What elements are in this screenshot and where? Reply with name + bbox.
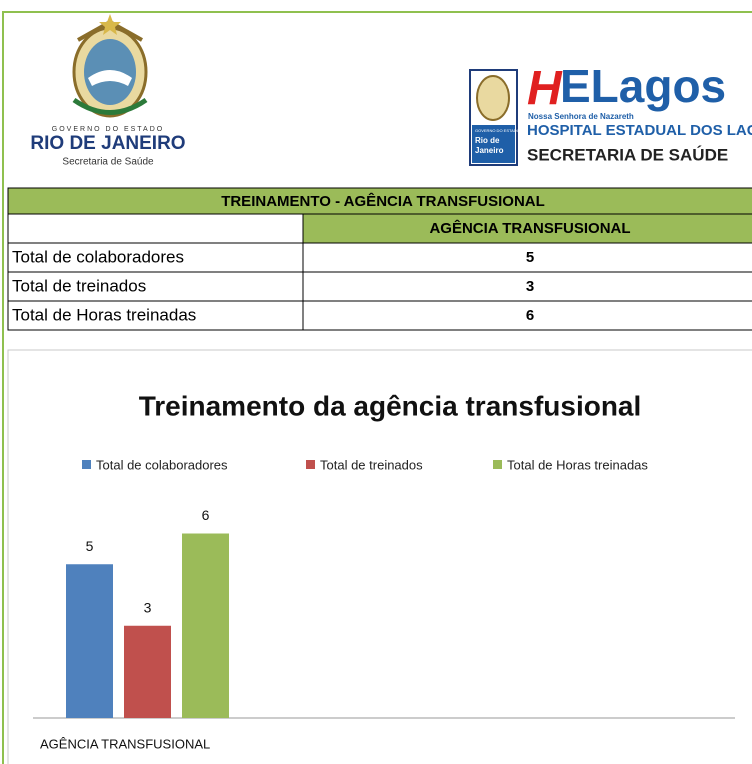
badge-text: Rio de: [475, 136, 500, 145]
row-label: Total de treinados: [12, 276, 146, 295]
state-emblem: [72, 14, 148, 118]
badge-text: GOVERNO DO ESTADO: [475, 128, 520, 133]
row-value: 5: [526, 249, 534, 266]
tagline: Nossa Senhora de Nazareth: [528, 112, 634, 121]
table: [7, 187, 752, 331]
legend-swatch: [82, 460, 91, 469]
badge-text: Janeiro: [475, 146, 504, 155]
row-value: 6: [526, 307, 534, 324]
hospital-name: HOSPITAL ESTADUAL DOS LAGOS: [527, 122, 752, 139]
hospital-logo: [469, 69, 518, 166]
bar: [182, 533, 229, 718]
column-header: AGÊNCIA TRANSFUSIONAL: [429, 219, 630, 237]
page-frame: [2, 11, 752, 764]
legend-label: Total de treinados: [320, 457, 423, 472]
legend-label: Total de colaboradores: [96, 457, 228, 472]
data-label: 6: [202, 507, 210, 523]
chart-title: Treinamento da agência transfusional: [139, 390, 642, 421]
brand: ELagos: [560, 60, 726, 112]
logo-text: GOVERNO DO ESTADO: [52, 126, 164, 133]
logo-text: Secretaria de Saúde: [62, 157, 154, 168]
row-label: Total de Horas treinadas: [12, 305, 196, 324]
table-title: TREINAMENTO - AGÊNCIA TRANSFUSIONAL: [221, 192, 545, 210]
legend-label: Total de Horas treinadas: [507, 457, 648, 472]
dept: SECRETARIA DE SAÚDE: [527, 145, 728, 164]
legend-swatch: [306, 460, 315, 469]
row-value: 3: [526, 278, 534, 295]
chart-frame: [7, 349, 752, 764]
brand-h: H: [527, 63, 563, 116]
legend-swatch: [493, 460, 502, 469]
bar: [66, 564, 113, 718]
x-tick-label: AGÊNCIA TRANSFUSIONAL: [40, 736, 210, 751]
data-label: 5: [86, 538, 94, 554]
data-label: 3: [144, 599, 152, 615]
logo-text: RIO DE JANEIRO: [30, 133, 185, 154]
bar: [124, 625, 171, 718]
row-label: Total de colaboradores: [12, 247, 184, 266]
